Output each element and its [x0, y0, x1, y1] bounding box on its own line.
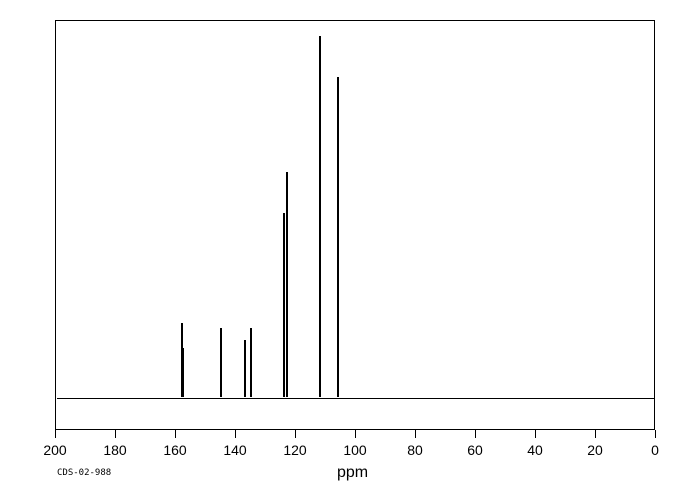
plot-area — [55, 20, 655, 430]
x-tick — [535, 430, 536, 438]
peak-2 — [220, 328, 222, 398]
x-tick-label: 80 — [407, 442, 423, 458]
x-tick-label: 120 — [283, 442, 306, 458]
peak-1 — [183, 348, 185, 397]
peak-8 — [337, 77, 340, 397]
peak-5 — [283, 213, 286, 398]
x-tick-label: 140 — [223, 442, 246, 458]
x-tick — [235, 430, 236, 438]
x-tick — [175, 430, 176, 438]
x-tick-label: 200 — [43, 442, 66, 458]
sample-id-label: CDS-02-988 — [57, 468, 111, 478]
x-tick-label: 100 — [343, 442, 366, 458]
x-tick — [115, 430, 116, 438]
x-tick — [655, 430, 656, 438]
x-tick — [475, 430, 476, 438]
x-axis-label: ppm — [337, 464, 368, 482]
x-tick — [595, 430, 596, 438]
x-tick-label: 40 — [527, 442, 543, 458]
peak-6 — [286, 172, 288, 398]
x-tick-label: 0 — [651, 442, 659, 458]
x-tick — [55, 430, 56, 438]
x-tick-label: 160 — [163, 442, 186, 458]
x-tick — [295, 430, 296, 438]
peak-4 — [250, 328, 252, 398]
x-tick — [355, 430, 356, 438]
peak-3 — [244, 340, 246, 397]
baseline — [57, 398, 655, 399]
spectrum-container: 200180160140120100806040200 ppm CDS-02-9… — [0, 0, 680, 500]
x-tick-label: 60 — [467, 442, 483, 458]
x-tick-label: 20 — [587, 442, 603, 458]
x-tick-label: 180 — [103, 442, 126, 458]
peak-7 — [319, 36, 322, 397]
x-tick — [415, 430, 416, 438]
